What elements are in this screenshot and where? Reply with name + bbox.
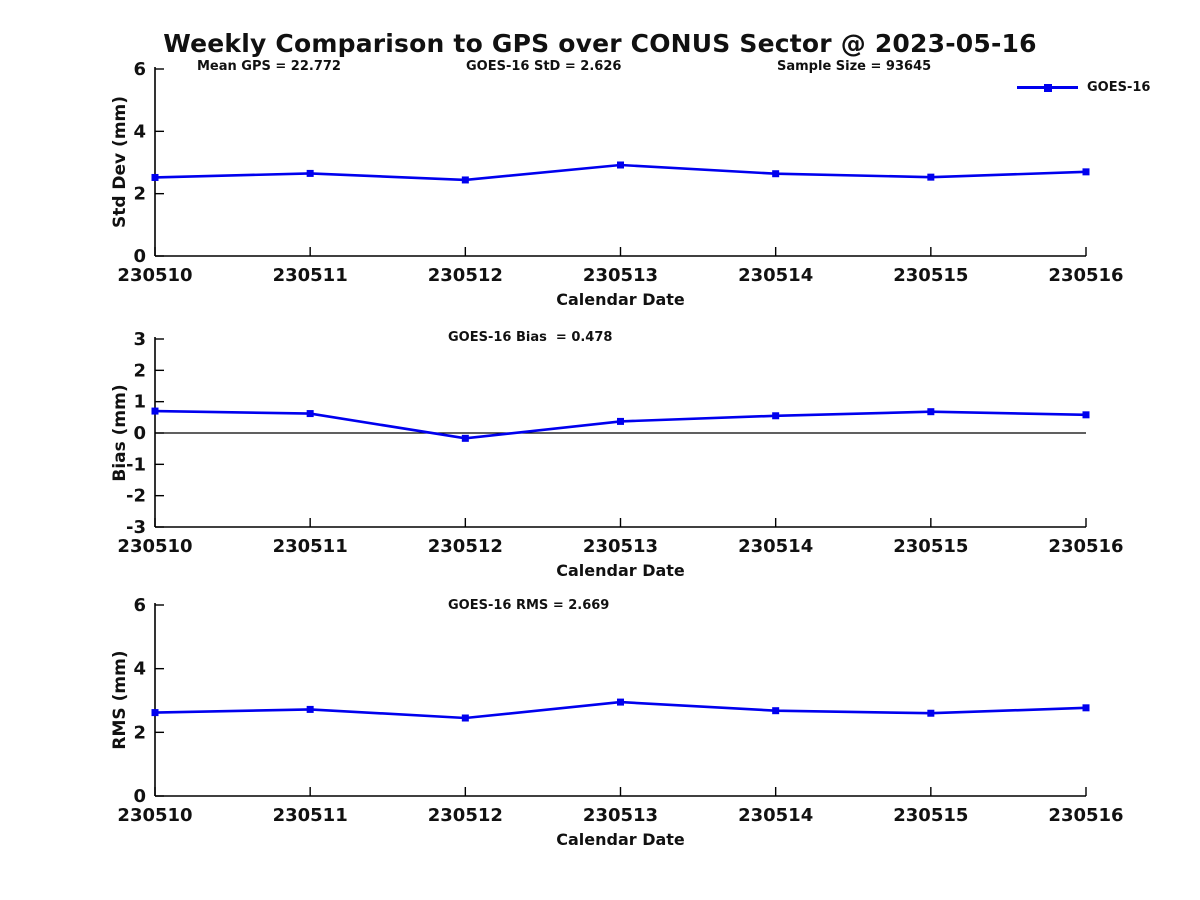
x-tick-label: 230513 [583, 805, 658, 826]
legend-square-marker-icon [1043, 83, 1052, 92]
legend-line-sample [1017, 83, 1078, 92]
x-tick-label: 230513 [583, 265, 658, 286]
annotation-mean-gps: Mean GPS = 22.772 [197, 59, 341, 74]
legend: GOES-16 [1017, 80, 1150, 95]
data-point-marker [151, 407, 159, 415]
legend-label: GOES-16 [1087, 80, 1151, 95]
x-tick-label: 230512 [428, 805, 503, 826]
y-tick-label: 0 [133, 786, 146, 807]
x-tick-label: 230510 [117, 536, 192, 557]
y-tick-label: 4 [133, 659, 146, 680]
y-tick-label: 3 [133, 329, 146, 350]
data-point-marker [306, 410, 314, 418]
data-point-marker [927, 408, 935, 416]
x-axis-label-stddev: Calendar Date [556, 290, 685, 309]
y-tick-label: -2 [126, 486, 146, 507]
panel-std-dev: 0 2 4 6 230510 230511 230512 230513 230514 230515… [117, 59, 1123, 286]
x-tick-label: 230516 [1048, 536, 1123, 557]
data-point-marker [927, 709, 935, 717]
annotation-goes16-rms: GOES-16 RMS = 2.669 [448, 598, 610, 613]
y-tick-label: 0 [133, 246, 146, 267]
x-tick-label: 230515 [893, 265, 968, 286]
data-point-marker [617, 698, 624, 706]
x-tick-label: 230515 [893, 805, 968, 826]
x-tick-label: 230515 [893, 536, 968, 557]
annotation-sample-size: Sample Size = 93645 [777, 59, 932, 74]
data-point-marker [772, 412, 780, 420]
x-tick-label: 230513 [583, 536, 658, 557]
data-point-marker [151, 173, 159, 181]
y-tick-label: 2 [133, 360, 146, 381]
data-point-marker [617, 417, 624, 425]
data-point-marker [617, 161, 624, 169]
data-point-marker [306, 705, 314, 713]
data-point-marker [772, 170, 780, 178]
data-point-marker [461, 434, 469, 442]
x-axis-label-bias: Calendar Date [556, 561, 685, 580]
data-point-marker [306, 169, 314, 177]
x-tick-label: 230512 [428, 265, 503, 286]
x-tick-label: 230514 [738, 536, 813, 557]
data-point-marker [1082, 411, 1090, 419]
x-axis-label-rms: Calendar Date [556, 830, 685, 849]
y-tick-label: 0 [133, 423, 146, 444]
y-tick-label: 4 [133, 121, 146, 142]
x-tick-label: 230512 [428, 536, 503, 557]
annotation-goes16-bias: GOES-16 Bias = 0.478 [448, 330, 613, 345]
data-point-marker [1082, 704, 1090, 712]
data-point-marker [927, 173, 935, 181]
figure-title: Weekly Comparison to GPS over CONUS Sect… [163, 29, 1037, 58]
annotation-goes16-std: GOES-16 StD = 2.626 [466, 59, 622, 74]
panel-bias: -3 -2 -1 0 1 2 3 230510 230511 230512 230513 230514… [117, 329, 1123, 557]
data-point-marker [151, 709, 159, 717]
data-point-marker [772, 707, 780, 715]
x-tick-label: 230511 [273, 265, 348, 286]
y-tick-label: 6 [133, 595, 146, 616]
y-tick-label: 6 [133, 59, 146, 80]
x-tick-label: 230516 [1048, 265, 1123, 286]
x-tick-label: 230514 [738, 805, 813, 826]
data-point-marker [461, 714, 469, 722]
x-tick-label: 230514 [738, 265, 813, 286]
y-tick-label: 2 [133, 184, 146, 205]
x-tick-label: 230511 [273, 536, 348, 557]
data-point-marker [461, 176, 469, 184]
y-tick-label: 2 [133, 722, 146, 743]
x-tick-label: 230516 [1048, 805, 1123, 826]
data-point-marker [1082, 168, 1090, 176]
y-tick-label: 1 [133, 392, 146, 413]
y-tick-label: -3 [126, 517, 146, 538]
x-tick-label: 230511 [273, 805, 348, 826]
panel-rms: 0 2 4 6 230510 230511 230512 230513 230514 230515… [117, 595, 1123, 826]
x-tick-label: 230510 [117, 265, 192, 286]
x-tick-label: 230510 [117, 805, 192, 826]
y-tick-label: -1 [126, 454, 146, 475]
